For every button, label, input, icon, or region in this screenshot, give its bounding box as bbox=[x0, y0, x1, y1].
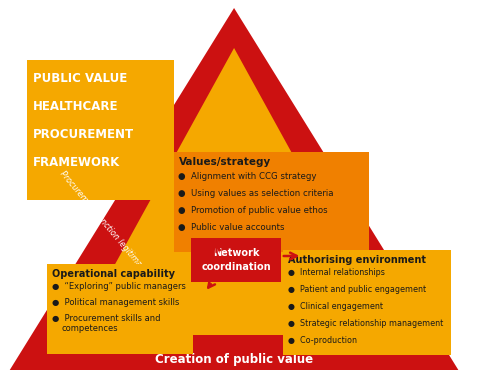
Text: PUBLIC VALUE: PUBLIC VALUE bbox=[33, 72, 127, 85]
Text: Authorising environment: Authorising environment bbox=[288, 255, 426, 265]
Text: ●  “Exploring” public managers: ● “Exploring” public managers bbox=[52, 282, 186, 291]
Text: ●  Alignment with CCG strategy: ● Alignment with CCG strategy bbox=[179, 172, 317, 181]
Text: ●  Patient and public engagement: ● Patient and public engagement bbox=[288, 285, 426, 294]
Text: ●  Promotion of public value ethos: ● Promotion of public value ethos bbox=[179, 206, 328, 215]
Text: PROCUREMENT: PROCUREMENT bbox=[33, 128, 134, 141]
FancyBboxPatch shape bbox=[47, 264, 193, 354]
Text: Values/strategy: Values/strategy bbox=[179, 157, 271, 167]
Text: coordination: coordination bbox=[201, 262, 271, 272]
Text: Operational capability: Operational capability bbox=[52, 269, 175, 279]
Text: ●  Strategic relationship management: ● Strategic relationship management bbox=[288, 319, 443, 328]
Text: Network: Network bbox=[213, 248, 259, 258]
Text: Procurement function legitimacy: Procurement function legitimacy bbox=[58, 169, 149, 275]
Polygon shape bbox=[76, 48, 392, 335]
Text: ●  Public value accounts: ● Public value accounts bbox=[179, 223, 285, 232]
Polygon shape bbox=[10, 8, 458, 370]
Text: FRAMEWORK: FRAMEWORK bbox=[33, 156, 120, 169]
Text: ●  Political management skills: ● Political management skills bbox=[52, 298, 179, 307]
FancyBboxPatch shape bbox=[283, 250, 451, 355]
Text: ●  Procurement skills and: ● Procurement skills and bbox=[52, 314, 160, 323]
FancyBboxPatch shape bbox=[174, 152, 369, 252]
Text: ●  Internal relationships: ● Internal relationships bbox=[288, 268, 384, 277]
Text: HEALTHCARE: HEALTHCARE bbox=[33, 100, 119, 113]
Text: ●  Co-production: ● Co-production bbox=[288, 336, 357, 345]
Text: ●  Clinical engagement: ● Clinical engagement bbox=[288, 302, 383, 311]
Text: Creation of public value: Creation of public value bbox=[155, 353, 313, 367]
Text: competences: competences bbox=[61, 324, 118, 333]
FancyBboxPatch shape bbox=[27, 60, 174, 200]
FancyBboxPatch shape bbox=[191, 238, 281, 282]
Text: Quality clinical services and outcomes: Quality clinical services and outcomes bbox=[310, 148, 416, 271]
Text: ●  Using values as selection criteria: ● Using values as selection criteria bbox=[179, 189, 334, 198]
